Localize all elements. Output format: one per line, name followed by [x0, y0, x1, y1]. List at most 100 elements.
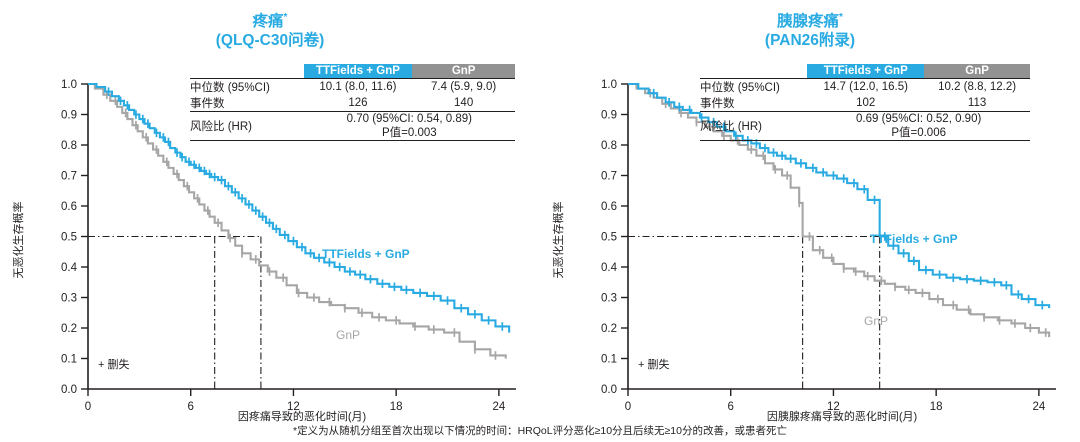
chart-title-line1: 疼痛: [252, 13, 284, 31]
stats-row-label-hr: 风险比 (HR): [700, 111, 808, 141]
stats-median-ttfields: 10.1 (8.0, 11.6): [303, 78, 413, 95]
y-tick-label: 1.0: [61, 79, 77, 91]
table-row: 中位数 (95%CI) 14.7 (12.0, 16.5) 10.2 (8.8,…: [700, 78, 1030, 95]
chart-panel-pain: 疼痛* (QLQ-C30问卷) TTFields + GnP GnP 中位数 (…: [0, 8, 540, 423]
stats-row-label-events: 事件数: [700, 95, 808, 112]
x-tick-label: 24: [492, 401, 505, 413]
x-tick-label: 18: [390, 401, 403, 413]
stats-p-value: P值=0.006: [891, 127, 946, 139]
table-row-hr: 风险比 (HR) 0.70 (95%CI: 0.54, 0.89) P值=0.0…: [190, 111, 515, 141]
stats-row-label-median: 中位数 (95%CI): [190, 78, 304, 95]
chart-title-right: 胰腺疼痛* (PAN26附录): [540, 8, 1080, 50]
table-row: 事件数 126 140: [190, 95, 515, 112]
y-tick-label: 0.5: [601, 232, 617, 244]
stats-median-gnp: 10.2 (8.8, 12.2): [924, 78, 1030, 95]
stats-table-right: TTFields + GnP GnP 中位数 (95%CI) 14.7 (12.…: [700, 64, 1030, 141]
y-tick-label: 0.6: [601, 201, 617, 213]
km-step-curve: [88, 82, 507, 359]
y-tick-label: 0.6: [61, 201, 77, 213]
stats-hr-value: 0.70 (95%CI: 0.54, 0.89): [346, 113, 472, 125]
stats-hr-cell: 0.70 (95%CI: 0.54, 0.89) P值=0.003: [303, 111, 515, 141]
km-step-curve: [628, 82, 1051, 309]
median-reference-lines: [628, 235, 881, 389]
axis-ticks-left: 0.0 0.1 0.2 0.3 0.4 0.5 0.6 0.7 0.8 0.9 1.0 0 6 12 18 2…: [61, 79, 506, 413]
x-tick-label: 12: [827, 401, 840, 413]
stats-table-left: TTFields + GnP GnP 中位数 (95%CI) 10.1 (8.0…: [190, 64, 515, 141]
y-tick-label: 0.1: [61, 354, 77, 366]
y-tick-label: 0.5: [61, 232, 77, 244]
chart-title-asterisk: *: [839, 12, 843, 23]
series-label-gnp: GnP: [336, 328, 360, 342]
km-curves-left: [88, 82, 511, 360]
stats-header-ttfields: TTFields + GnP: [303, 64, 413, 79]
km-step-curve: [88, 82, 511, 333]
x-axis-label: 因胰腺疼痛导致的恶化时间(月): [767, 409, 917, 423]
chart-title-line2: (QLQ-C30问卷): [215, 32, 325, 50]
stats-header-ttfields: TTFields + GnP: [807, 64, 925, 79]
y-tick-label: 0.0: [601, 384, 617, 396]
x-tick-label: 24: [1032, 401, 1045, 413]
stats-row-label-hr: 风险比 (HR): [190, 111, 304, 141]
series-label-gnp: GnP: [864, 314, 888, 328]
x-tick-label: 0: [625, 401, 631, 413]
x-tick-label: 18: [930, 401, 943, 413]
censor-legend: + 删失: [638, 358, 669, 371]
y-axis-label: 无恶化生存概率: [551, 202, 565, 279]
stats-header-gnp: GnP: [412, 64, 515, 79]
chart-title-left: 疼痛* (QLQ-C30问卷): [0, 8, 540, 50]
chart-title-asterisk: *: [283, 12, 288, 23]
stats-hr-value: 0.69 (95%CI: 0.52, 0.90): [856, 113, 982, 125]
series-label-ttfields: TTFields + GnP: [870, 232, 958, 246]
stats-row-label-median: 中位数 (95%CI): [700, 78, 808, 95]
x-tick-label: 0: [85, 401, 91, 413]
y-tick-label: 0.0: [61, 384, 77, 396]
stats-events-gnp: 140: [412, 95, 515, 112]
y-tick-label: 0.3: [601, 293, 617, 305]
x-tick-label: 6: [728, 401, 734, 413]
y-tick-label: 1.0: [601, 79, 617, 91]
x-tick-label: 12: [287, 401, 300, 413]
x-axis-label: 因疼痛导致的恶化时间(月): [238, 409, 366, 423]
y-tick-label: 0.4: [601, 262, 618, 274]
y-tick-label: 0.8: [601, 140, 617, 152]
stats-p-value: P值=0.003: [381, 127, 437, 139]
stats-header-row: TTFields + GnP GnP: [700, 64, 1030, 79]
y-tick-label: 0.2: [61, 323, 77, 335]
stats-median-ttfields: 14.7 (12.0, 16.5): [807, 78, 925, 95]
km-plot-left: 无恶化生存概率 0.0 0.1 0.2 0.3 0.4 0.5 0.6 0.7 0.8 0.9 1.…: [11, 79, 516, 423]
y-tick-label: 0.7: [601, 171, 617, 183]
table-row-hr: 风险比 (HR) 0.69 (95%CI: 0.52, 0.90) P值=0.0…: [700, 111, 1030, 141]
y-tick-label: 0.2: [601, 323, 617, 335]
stats-header-row: TTFields + GnP GnP: [190, 64, 515, 79]
km-curves-right: [628, 82, 1051, 338]
y-tick-label: 0.4: [61, 262, 78, 274]
chart-panel-pancreatic-pain: 胰腺疼痛* (PAN26附录) 无恶化生存概率 0.0 0.1 0.2 0.3 0.4 0…: [540, 0, 1080, 442]
y-tick-label: 0.9: [61, 110, 77, 122]
stats-events-ttfields: 102: [807, 95, 925, 112]
stats-row-label-events: 事件数: [190, 95, 304, 112]
axis-ticks-right: 0.0 0.1 0.2 0.3 0.4 0.5 0.6 0.7 0.8 0.9 1.0 0 6 12 18 2…: [601, 79, 1046, 413]
y-tick-label: 0.9: [601, 110, 617, 122]
stats-events-gnp: 113: [924, 95, 1030, 112]
footnote-text: *定义为从随机分组至首次出现以下情况的时间：HRQoL评分恶化≥10分且后续无≥…: [293, 425, 787, 437]
y-axis-label: 无恶化生存概率: [11, 202, 25, 279]
y-tick-label: 0.1: [601, 354, 617, 366]
stats-header-gnp: GnP: [924, 64, 1030, 79]
censor-legend: + 删失: [98, 358, 129, 371]
stats-hr-cell: 0.69 (95%CI: 0.52, 0.90) P值=0.006: [807, 111, 1030, 141]
chart-title-line2: (PAN26附录): [764, 32, 856, 50]
y-tick-label: 0.8: [61, 140, 77, 152]
stats-events-ttfields: 126: [303, 95, 413, 112]
chart-title-line1: 胰腺疼痛: [777, 13, 840, 31]
km-plot-right: 无恶化生存概率 0.0 0.1 0.2 0.3 0.4 0.5 0.6 0.7 0.8 0.9 1.…: [551, 79, 1056, 423]
table-row: 事件数 102 113: [700, 95, 1030, 112]
y-tick-label: 0.7: [61, 171, 77, 183]
series-label-ttfields: TTFields + GnP: [322, 247, 410, 261]
y-tick-label: 0.3: [61, 293, 77, 305]
median-reference-lines: [88, 235, 262, 389]
table-row: 中位数 (95%CI) 10.1 (8.0, 11.6) 7.4 (5.9, 9…: [190, 78, 515, 95]
x-tick-label: 6: [188, 401, 194, 413]
km-step-curve: [628, 82, 1051, 338]
stats-median-gnp: 7.4 (5.9, 9.0): [412, 78, 515, 95]
figure-footnote: *定义为从随机分组至首次出现以下情况的时间：HRQoL评分恶化≥10分且后续无≥…: [0, 424, 1080, 438]
